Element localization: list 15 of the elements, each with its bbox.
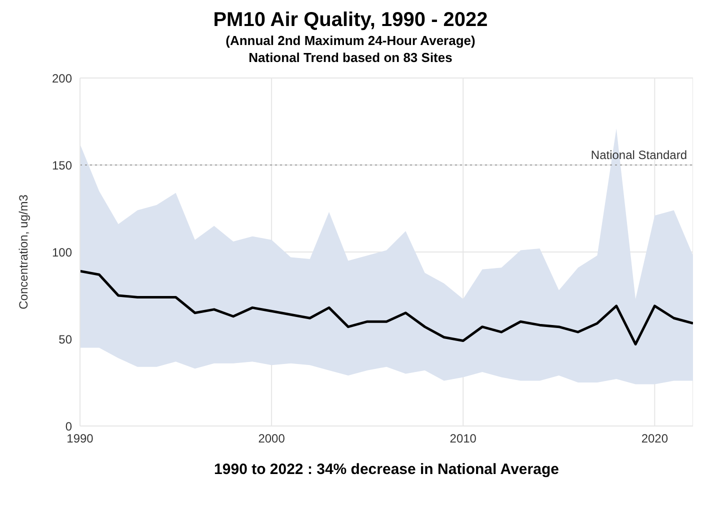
chart-subtitle: (Annual 2nd Maximum 24-Hour Average) National Trend based on 83 Sites	[224, 32, 476, 66]
chart-title: PM10 Air Quality, 1990 - 2022	[212, 8, 489, 32]
y-tick-label: 50	[58, 332, 72, 346]
y-tick-label: 200	[52, 71, 72, 86]
x-tick-label: 2010	[450, 432, 477, 446]
line-series	[80, 270, 693, 346]
x-axis-title: 1990 to 2022 : 34% decrease in National Average	[214, 461, 559, 478]
x-tick-label: 2020	[641, 432, 668, 446]
y-tick-label: 150	[52, 158, 72, 172]
y-tick-label: 100	[52, 245, 72, 260]
x-tick-label: 1990	[66, 432, 94, 446]
x-tick-label: 2000	[258, 432, 286, 446]
ref-line-label: National Standard	[590, 148, 687, 162]
y-axis-title: Concentration, ug/m3	[16, 194, 30, 310]
y-tick-label: 0	[65, 419, 72, 434]
